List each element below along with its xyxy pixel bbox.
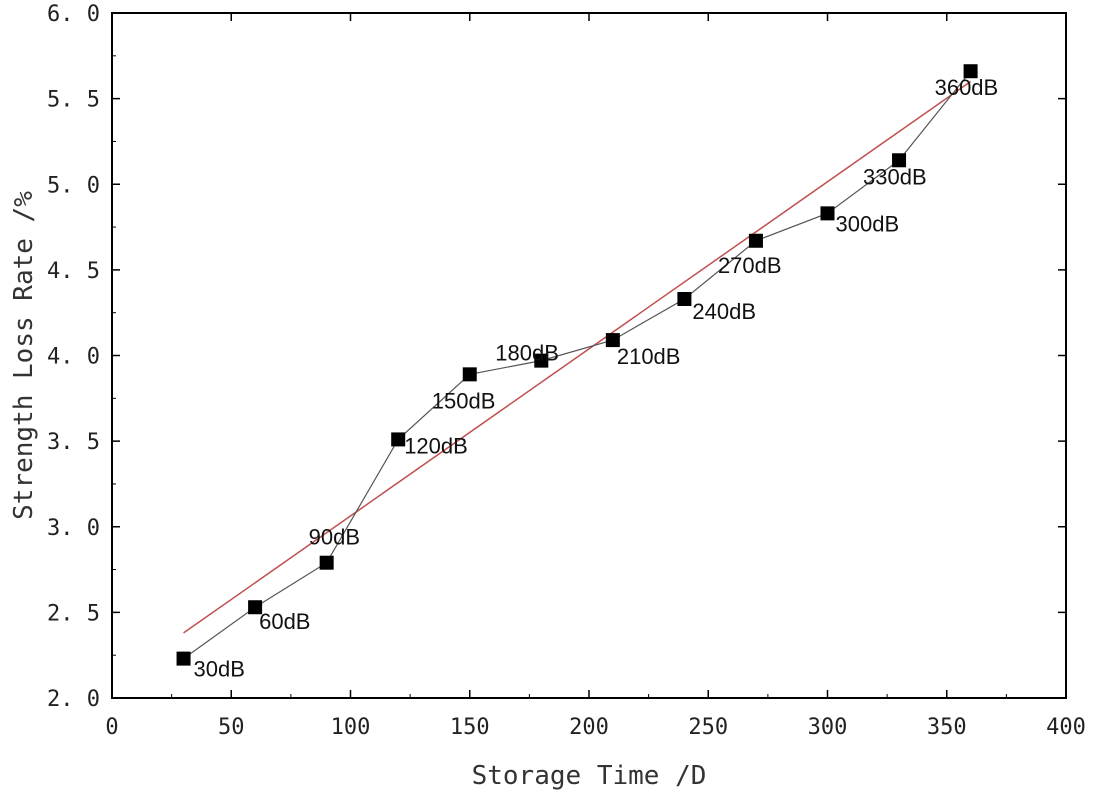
- y-tick-label: 2. 0: [47, 687, 100, 712]
- data-point: [820, 206, 835, 221]
- series-line: [183, 70, 972, 660]
- data-label: 180dB: [495, 341, 559, 366]
- data-label: 150dB: [432, 388, 496, 413]
- data-label: 30dB: [194, 657, 245, 682]
- x-tick-label: 100: [331, 715, 371, 740]
- data-point: [892, 153, 907, 168]
- y-tick-label: 5. 0: [47, 173, 100, 198]
- x-tick-label: 200: [569, 715, 609, 740]
- data-point: [677, 291, 692, 306]
- y-tick-label: 2. 5: [47, 601, 100, 626]
- x-tick-label: 250: [688, 715, 728, 740]
- data-point: [248, 600, 263, 615]
- data-point: [605, 333, 620, 348]
- data-point: [534, 353, 549, 368]
- data-label: 210dB: [617, 344, 681, 369]
- y-tick-label: 3. 0: [47, 516, 100, 541]
- x-tick-label: 150: [450, 715, 490, 740]
- data-point: [391, 432, 406, 447]
- data-point: [963, 64, 978, 79]
- data-label: 300dB: [836, 211, 900, 236]
- data-label: 60dB: [259, 609, 310, 634]
- data-label: 240dB: [692, 299, 756, 324]
- x-tick-label: 350: [927, 715, 967, 740]
- y-tick-label: 6. 0: [47, 2, 100, 27]
- x-tick-label: 300: [808, 715, 848, 740]
- y-tick-label: 4. 5: [47, 259, 100, 284]
- x-axis-title: Storage Time /D: [472, 761, 707, 791]
- data-label: 90dB: [309, 525, 360, 550]
- y-tick-label: 5. 5: [47, 88, 100, 113]
- data-label: 360dB: [935, 75, 999, 100]
- y-tick-label: 3. 5: [47, 430, 100, 455]
- data-label: 270dB: [718, 253, 782, 278]
- data-point: [748, 233, 763, 248]
- data-point: [319, 555, 334, 570]
- data-label: 330dB: [863, 164, 927, 189]
- data-label: 120dB: [404, 433, 468, 458]
- fit-line: [183, 80, 972, 634]
- x-tick-label: 0: [105, 715, 118, 740]
- data-point: [462, 367, 477, 382]
- data-point: [176, 651, 191, 666]
- x-tick-label: 400: [1046, 715, 1086, 740]
- y-tick-label: 4. 0: [47, 345, 100, 370]
- x-tick-label: 50: [218, 715, 245, 740]
- y-axis-title: Strength Loss Rate /%: [9, 191, 39, 520]
